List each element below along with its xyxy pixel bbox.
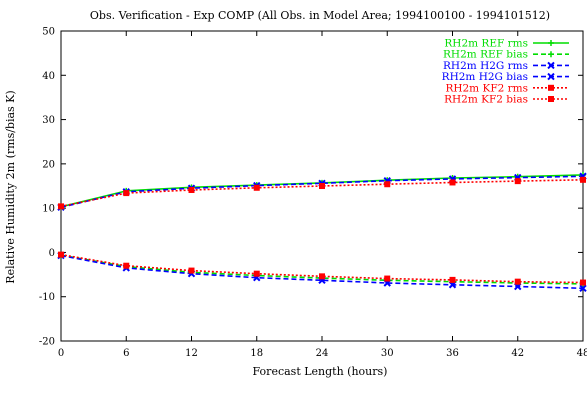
data-point xyxy=(123,190,130,197)
data-point xyxy=(123,262,130,269)
x-tick-label: 24 xyxy=(316,348,329,359)
legend-entry-marker xyxy=(548,51,554,58)
y-tick-label: 30 xyxy=(42,115,55,126)
y-tick-label: 20 xyxy=(42,159,55,170)
data-point xyxy=(58,203,64,210)
legend-entry-label: RH2m H2G bias xyxy=(442,71,528,83)
data-point xyxy=(449,276,456,283)
legend-entry-label: RH2m KF2 rms xyxy=(445,82,528,94)
data-point xyxy=(580,279,586,286)
legend-entry-marker xyxy=(548,40,554,46)
series-3 xyxy=(57,251,587,293)
data-point xyxy=(580,176,586,183)
x-axis-label: Forecast Length (hours) xyxy=(253,365,388,378)
legend-entry-label: RH2m KF2 bias xyxy=(444,94,528,106)
legend-entry-marker xyxy=(548,84,554,91)
x-tick-label: 12 xyxy=(185,348,198,359)
series-0 xyxy=(58,171,586,210)
series-line xyxy=(60,254,584,285)
legend-entry-label: RH2m H2G rms xyxy=(443,60,528,72)
y-axis: -20 -10 0 10 20 30 40 50 xyxy=(39,27,583,348)
series-4 xyxy=(58,176,586,210)
y-tick-label: -10 xyxy=(39,292,55,303)
data-point xyxy=(253,270,260,277)
series-layer xyxy=(57,171,587,293)
data-point xyxy=(188,186,195,193)
data-point xyxy=(319,273,325,280)
y-tick-label: 10 xyxy=(42,204,55,215)
x-tick-label: 36 xyxy=(446,348,459,359)
y-axis-label: Relative Humidity 2m (rms/bias K) xyxy=(4,90,17,283)
chart-title: Obs. Verification - Exp COMP (All Obs. i… xyxy=(90,9,550,22)
data-point xyxy=(253,184,260,191)
data-point xyxy=(188,267,195,274)
data-point xyxy=(58,251,64,258)
x-tick-label: 48 xyxy=(577,348,587,359)
data-point xyxy=(384,181,391,188)
x-tick-label: 30 xyxy=(381,348,394,359)
y-tick-label: 0 xyxy=(49,248,55,259)
y-tick-label: -20 xyxy=(39,337,55,348)
legend-entry-marker xyxy=(547,72,555,81)
legend-entry-label: RH2m REF bias xyxy=(443,49,528,61)
data-point xyxy=(319,183,325,189)
series-5 xyxy=(58,251,586,286)
data-point xyxy=(384,275,391,282)
legend-entry-marker xyxy=(548,96,554,102)
x-tick-label: 42 xyxy=(511,348,524,359)
y-tick-label: 50 xyxy=(42,27,55,38)
series-line xyxy=(60,253,584,284)
series-2 xyxy=(57,172,587,211)
data-point xyxy=(579,284,587,293)
data-point xyxy=(449,179,456,186)
series-line xyxy=(60,254,584,290)
series-line xyxy=(60,175,584,209)
legend-entry-marker xyxy=(547,61,555,70)
x-tick-label: 18 xyxy=(250,348,263,359)
series-line xyxy=(60,179,584,208)
x-tick-label: 0 xyxy=(58,348,64,359)
data-point xyxy=(514,178,521,185)
y-tick-label: 40 xyxy=(42,71,55,82)
legend-entry-label: RH2m REF rms xyxy=(444,38,528,50)
x-axis: 0 6 12 18 24 30 36 42 48 xyxy=(58,31,587,359)
data-point xyxy=(514,278,521,285)
x-tick-label: 6 xyxy=(123,348,129,359)
